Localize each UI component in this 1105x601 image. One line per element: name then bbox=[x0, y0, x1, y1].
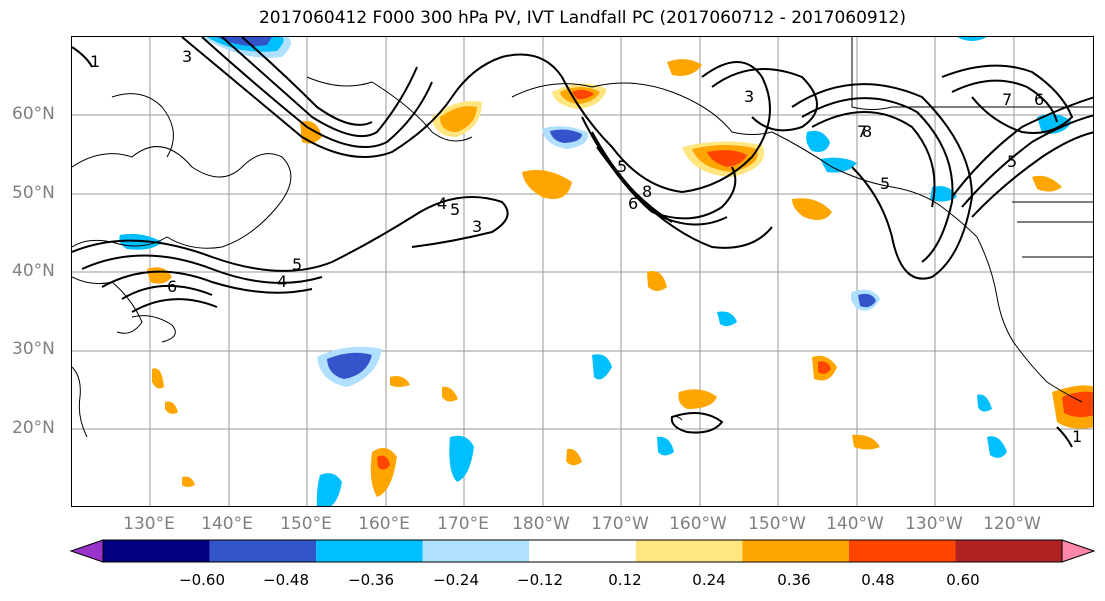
map-panel: 3 4 5 6 4 5 3 5 6 8 3 5 7 8 7 6 5 1 1 bbox=[71, 36, 1094, 507]
colorbar-segment bbox=[209, 540, 317, 562]
pv-shading bbox=[119, 37, 1093, 506]
colorbar-segment bbox=[422, 540, 530, 562]
lon-label-180w: 180°W bbox=[512, 514, 570, 534]
lon-label-140w: 140°W bbox=[826, 514, 884, 534]
lat-label-50n: 50°N bbox=[12, 183, 55, 203]
lon-label-160e: 160°E bbox=[358, 514, 410, 534]
colorbar-segment bbox=[742, 540, 849, 562]
contour-label: 8 bbox=[642, 182, 652, 201]
lat-label-30n: 30°N bbox=[12, 339, 55, 359]
map-canvas: 3 4 5 6 4 5 3 5 6 8 3 5 7 8 7 6 5 1 1 bbox=[72, 37, 1093, 506]
contour-label: 5 bbox=[880, 174, 890, 193]
contour-label: 6 bbox=[628, 194, 638, 213]
contour-label: 4 bbox=[277, 272, 287, 291]
lon-label-120w: 120°W bbox=[983, 514, 1041, 534]
colorbar-segment bbox=[316, 540, 423, 562]
contour-label: 1 bbox=[1072, 427, 1082, 446]
lon-label-160w: 160°W bbox=[669, 514, 727, 534]
negative-patches bbox=[119, 37, 1072, 506]
lon-label-170e: 170°E bbox=[437, 514, 489, 534]
lon-label-130w: 130°W bbox=[905, 514, 963, 534]
contour-label: 7 bbox=[857, 122, 867, 141]
colorbar-tick-label: 0.24 bbox=[692, 571, 726, 589]
colorbar-outline bbox=[102, 539, 1063, 563]
lon-label-150w: 150°W bbox=[748, 514, 806, 534]
colorbar-tick-label: 0.48 bbox=[861, 571, 895, 589]
map-title: 2017060412 F000 300 hPa PV, IVT Landfall… bbox=[258, 8, 906, 28]
colorbar-tick-label: 0.60 bbox=[946, 571, 980, 589]
contour-label: 5 bbox=[617, 157, 627, 176]
graticule bbox=[72, 37, 1093, 506]
lon-label-150e: 150°E bbox=[280, 514, 332, 534]
ivt-contours bbox=[72, 37, 1093, 448]
contour-label: 6 bbox=[167, 277, 177, 296]
colorbar-segment bbox=[848, 540, 956, 562]
colorbar-segment bbox=[635, 540, 743, 562]
contour-label: 4 bbox=[437, 194, 447, 213]
lat-label-40n: 40°N bbox=[12, 261, 55, 281]
lat-label-60n: 60°N bbox=[12, 104, 55, 124]
contour-labels: 3 4 5 6 4 5 3 5 6 8 3 5 7 8 7 6 5 1 1 bbox=[90, 47, 1082, 446]
colorbar-segment bbox=[529, 540, 636, 562]
colorbar-extend-min bbox=[69, 539, 104, 563]
colorbar-extend-max bbox=[1061, 539, 1096, 563]
contour-label: 8 bbox=[862, 122, 872, 141]
colorbar-tick-label: −0.60 bbox=[179, 571, 225, 589]
colorbar-segment bbox=[955, 540, 1062, 562]
contour-label: 7 bbox=[1002, 90, 1012, 109]
colorbar-tick-label: −0.24 bbox=[433, 571, 479, 589]
positive-patches bbox=[147, 59, 1093, 497]
contour-label: 3 bbox=[472, 217, 482, 236]
colorbar-tick-label: 0.12 bbox=[608, 571, 642, 589]
contour-label: 5 bbox=[450, 200, 460, 219]
lat-label-20n: 20°N bbox=[12, 418, 55, 438]
coastlines bbox=[72, 37, 1093, 438]
colorbar-tick-label: −0.12 bbox=[517, 571, 563, 589]
contour-label: 5 bbox=[1007, 152, 1017, 171]
contour-label: 1 bbox=[90, 52, 100, 71]
colorbar-tick-label: −0.48 bbox=[263, 571, 309, 589]
lon-label-130e: 130°E bbox=[123, 514, 175, 534]
colorbar-tick-label: 0.36 bbox=[777, 571, 811, 589]
lon-label-140e: 140°E bbox=[201, 514, 253, 534]
contour-label: 6 bbox=[1034, 90, 1044, 109]
colorbar-tick-label: −0.36 bbox=[348, 571, 394, 589]
colorbar-segment bbox=[103, 540, 210, 562]
lon-label-170w: 170°W bbox=[591, 514, 649, 534]
contour-label: 3 bbox=[744, 87, 754, 106]
contour-label: 3 bbox=[182, 47, 192, 66]
contour-label: 5 bbox=[292, 255, 302, 274]
